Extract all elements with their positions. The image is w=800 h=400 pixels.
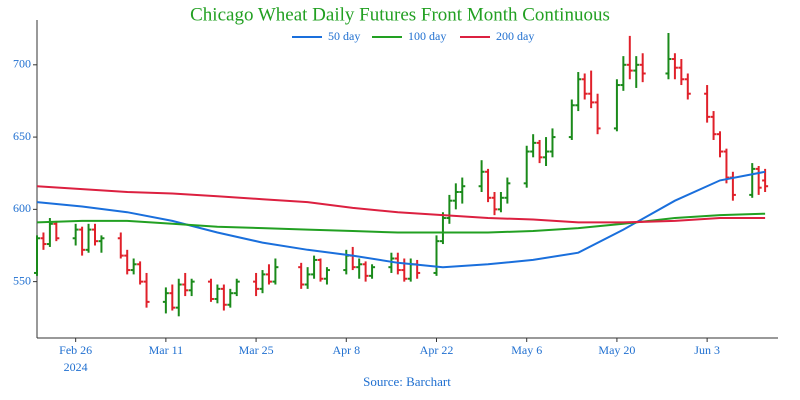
legend-label: 200 day [496, 29, 534, 43]
y-tick-label: 650 [13, 129, 31, 143]
x-tick-year: 2024 [64, 360, 88, 374]
x-tick-label: Apr 22 [420, 343, 454, 357]
source: Source: Barchart [363, 374, 451, 389]
x-tick-label: May 20 [598, 343, 635, 357]
y-tick-label: 600 [13, 201, 31, 215]
y-tick-label: 550 [13, 273, 31, 287]
x-tick-label: Apr 8 [332, 343, 360, 357]
x-tick-label: May 6 [511, 343, 542, 357]
legend-label: 50 day [328, 29, 360, 43]
y-tick-label: 700 [13, 57, 31, 71]
moving-average-line [36, 185, 766, 224]
chart-title: Chicago Wheat Daily Futures Front Month … [190, 4, 610, 25]
x-tick-label: Mar 11 [149, 343, 184, 357]
x-tick-label: Feb 26 [59, 343, 92, 357]
x-tick-label: Mar 25 [239, 343, 274, 357]
legend-label: 100 day [408, 29, 446, 43]
moving-average-line [36, 170, 766, 269]
x-tick-label: Jun 3 [694, 343, 720, 357]
